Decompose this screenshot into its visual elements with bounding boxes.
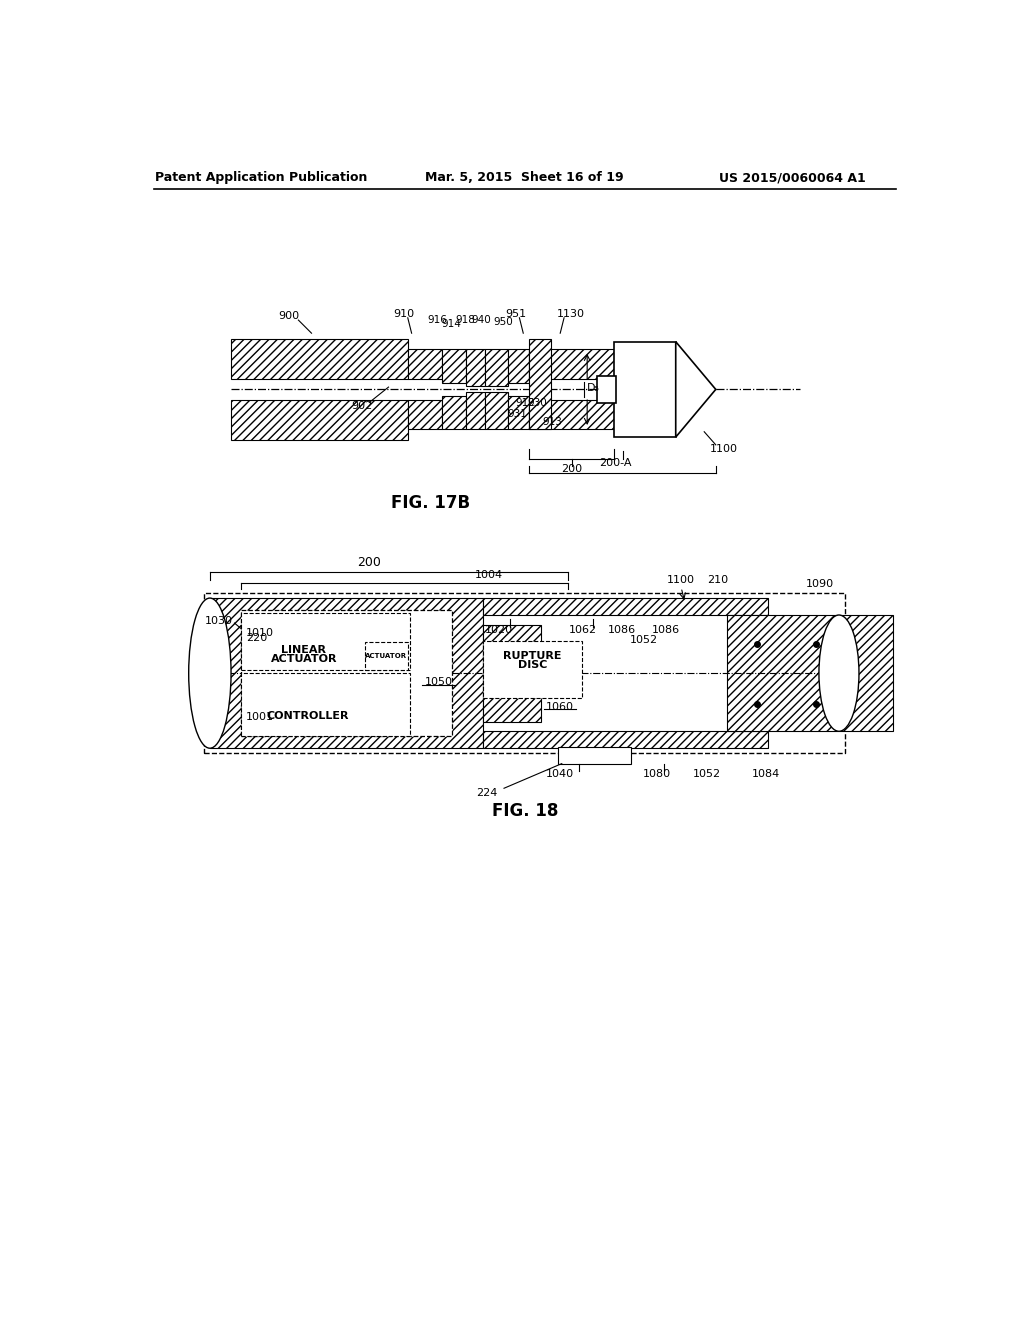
Bar — [230, 339, 408, 379]
Text: FIG. 17B: FIG. 17B — [391, 495, 470, 512]
Bar — [484, 350, 508, 387]
Text: Patent Application Publication: Patent Application Publication — [156, 172, 368, 185]
Text: 912: 912 — [516, 399, 536, 408]
Bar — [408, 350, 442, 379]
Text: 220: 220 — [246, 632, 267, 643]
Bar — [204, 594, 845, 752]
Text: 950: 950 — [494, 317, 513, 327]
Text: FIG. 18: FIG. 18 — [492, 803, 558, 820]
Text: 1020: 1020 — [484, 626, 513, 635]
Bar — [508, 350, 529, 383]
Ellipse shape — [188, 598, 231, 748]
Text: RUPTURE: RUPTURE — [503, 651, 562, 661]
Text: 1052: 1052 — [630, 635, 658, 644]
Bar — [241, 673, 410, 737]
Bar — [210, 598, 483, 748]
Bar — [483, 731, 768, 748]
Text: 1060: 1060 — [546, 702, 574, 711]
Text: ACTUATOR: ACTUATOR — [366, 653, 408, 659]
Text: 918: 918 — [456, 315, 475, 325]
Text: 930: 930 — [527, 399, 547, 408]
Bar — [408, 400, 442, 429]
Text: 200-A: 200-A — [599, 458, 632, 469]
Text: 1004: 1004 — [474, 570, 503, 579]
Bar — [466, 350, 484, 387]
Bar — [241, 614, 410, 671]
Bar — [442, 350, 466, 383]
Bar — [508, 396, 529, 429]
Text: D₅: D₅ — [587, 383, 600, 393]
Bar — [483, 624, 541, 667]
Text: Mar. 5, 2015  Sheet 16 of 19: Mar. 5, 2015 Sheet 16 of 19 — [426, 172, 624, 185]
Text: 1084: 1084 — [752, 770, 780, 779]
Text: 1050: 1050 — [425, 677, 453, 688]
Bar — [483, 640, 582, 698]
Bar — [597, 376, 615, 404]
Bar — [483, 598, 768, 615]
Bar — [614, 342, 676, 437]
Bar — [483, 680, 541, 722]
Text: 1052: 1052 — [693, 770, 721, 779]
Text: ACTUATOR: ACTUATOR — [270, 655, 337, 664]
Bar — [558, 747, 631, 763]
Text: 940: 940 — [471, 315, 490, 325]
Text: 224: 224 — [476, 788, 498, 797]
Text: 1086: 1086 — [608, 626, 636, 635]
Text: US 2015/0060064 A1: US 2015/0060064 A1 — [720, 172, 866, 185]
Ellipse shape — [819, 615, 859, 731]
Text: 1130: 1130 — [557, 309, 585, 319]
Text: 902: 902 — [351, 401, 372, 412]
Bar — [241, 610, 453, 737]
Text: 1100: 1100 — [667, 574, 695, 585]
Text: 1030: 1030 — [205, 616, 233, 626]
Bar — [230, 400, 408, 441]
Text: 210: 210 — [708, 574, 729, 585]
Text: 914: 914 — [441, 319, 461, 329]
Text: 910: 910 — [393, 309, 415, 319]
Bar — [442, 396, 466, 429]
Text: DISC: DISC — [518, 660, 547, 671]
Text: CONTROLLER: CONTROLLER — [266, 711, 349, 721]
Polygon shape — [676, 342, 716, 437]
Text: 1086: 1086 — [651, 626, 680, 635]
Text: 1080: 1080 — [642, 770, 671, 779]
Text: 951: 951 — [505, 309, 526, 319]
Text: 200: 200 — [357, 556, 381, 569]
Bar — [366, 643, 408, 671]
Bar — [529, 350, 614, 379]
Text: LINEAR: LINEAR — [282, 645, 327, 655]
Text: 916: 916 — [427, 315, 446, 325]
Text: 1010: 1010 — [246, 628, 274, 639]
Text: 1040: 1040 — [546, 770, 573, 779]
Text: 913: 913 — [543, 417, 562, 426]
Bar — [727, 615, 893, 731]
Text: 1062: 1062 — [568, 626, 597, 635]
Text: 1001: 1001 — [246, 713, 274, 722]
Bar — [466, 392, 484, 429]
Text: 931: 931 — [507, 409, 527, 418]
Text: 1090: 1090 — [806, 579, 834, 589]
Bar — [484, 392, 508, 429]
Text: 900: 900 — [278, 312, 299, 321]
Bar — [529, 339, 551, 429]
Bar — [529, 400, 614, 429]
Text: 1100: 1100 — [710, 445, 737, 454]
Text: 200: 200 — [561, 463, 583, 474]
